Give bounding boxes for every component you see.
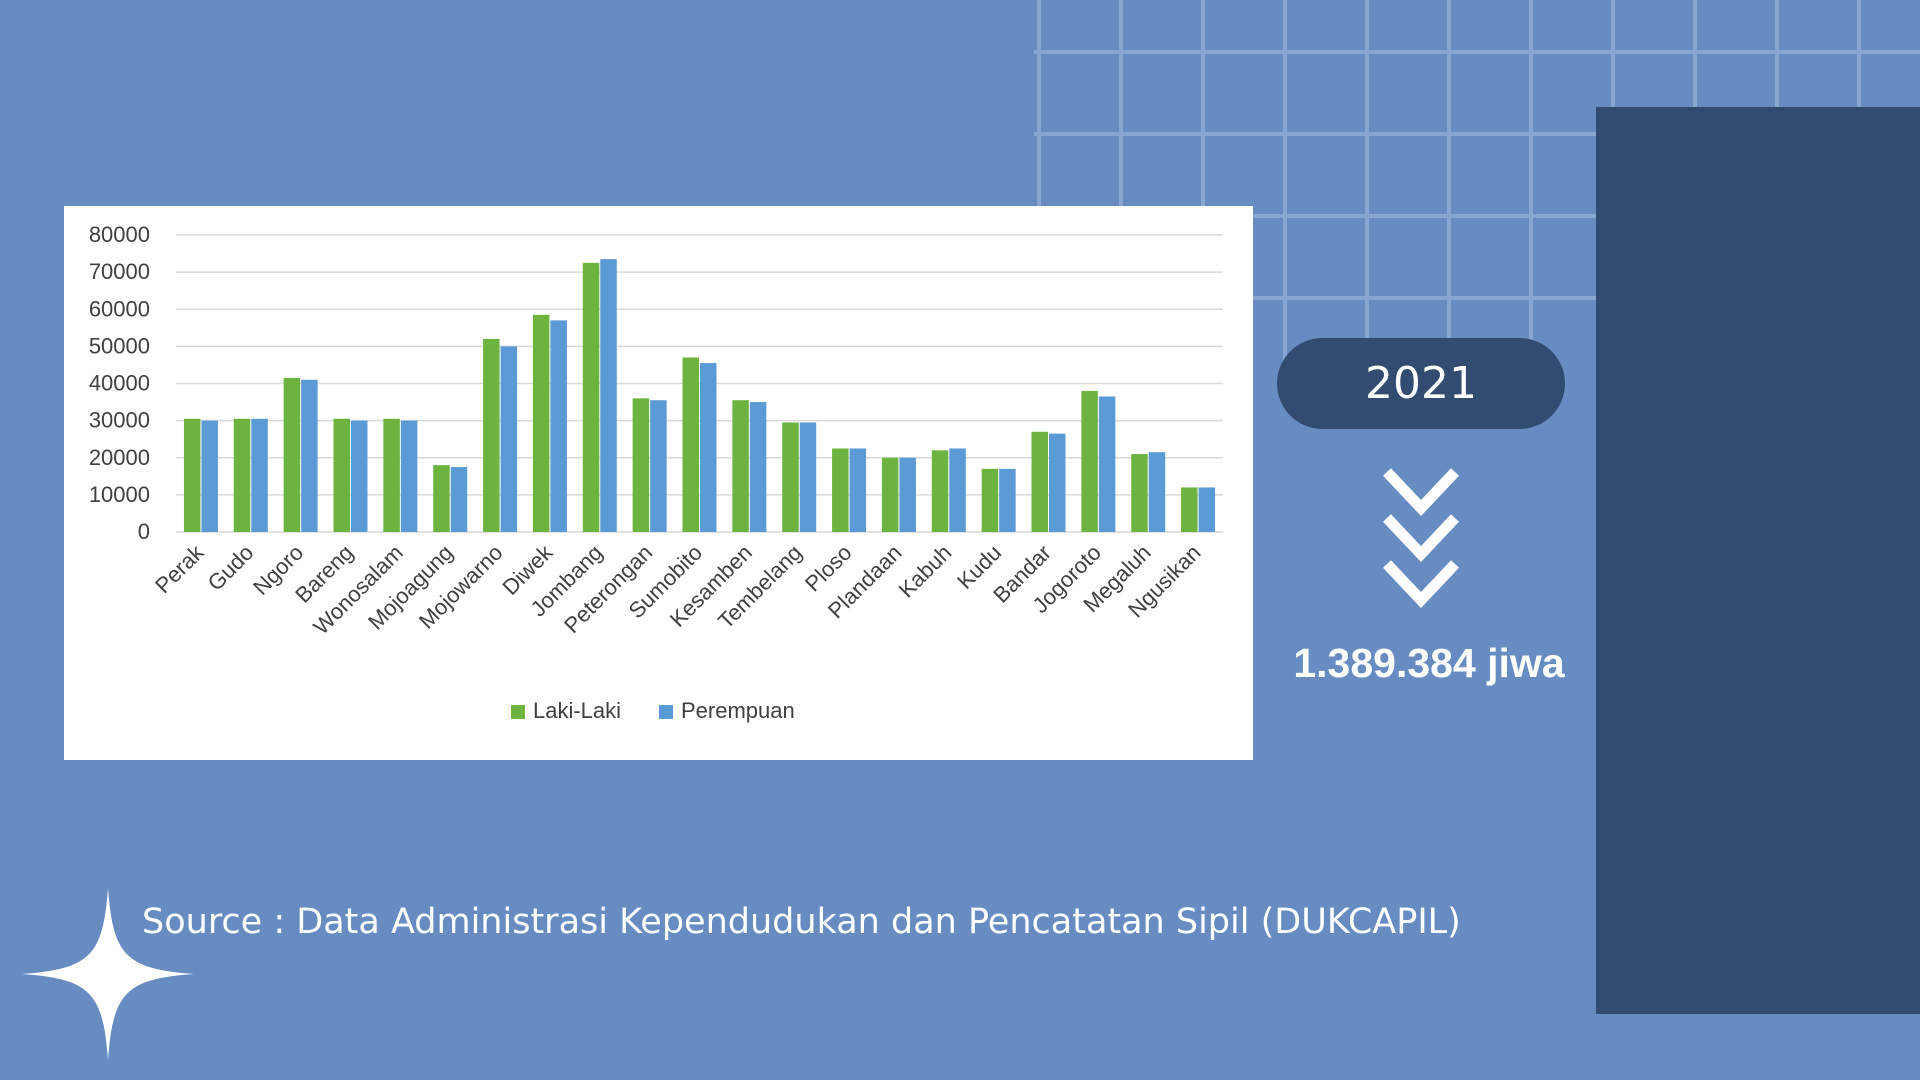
bar-laki-laki [582, 262, 600, 532]
bar-laki-laki [1081, 390, 1098, 532]
chart-card: 0 10000 20000 30000 40000 50000 60000 70000 8000… [64, 206, 1253, 760]
bar-perempuan [600, 259, 617, 532]
legend-swatch-perempuan [659, 705, 673, 719]
dark-side-panel [1596, 107, 1920, 1014]
bar-laki-laki [832, 448, 849, 532]
year-badge: 2021 [1277, 338, 1565, 429]
four-point-star-icon [22, 888, 194, 1060]
bar-perempuan [450, 467, 468, 532]
y-tick-label: 70000 [89, 259, 150, 284]
y-tick-label: 50000 [89, 333, 150, 358]
year-label: 2021 [1365, 358, 1477, 409]
bar-perempuan [899, 457, 916, 532]
bar-laki-laki [1131, 454, 1148, 532]
bar-laki-laki [881, 457, 899, 532]
bar-perempuan [1148, 452, 1166, 532]
bar-laki-laki [682, 357, 699, 532]
y-tick-label: 10000 [89, 482, 150, 507]
bar-laki-laki [333, 418, 350, 532]
x-tick-label: Kabuh [894, 540, 957, 603]
bar-perempuan [949, 448, 966, 532]
total-population: 1.389.384 jiwa [1293, 640, 1565, 686]
y-tick-label: 30000 [89, 408, 150, 433]
bar-laki-laki [981, 468, 999, 532]
bar-laki-laki [532, 314, 550, 532]
bar-perempuan [550, 320, 567, 532]
bar-laki-laki [732, 400, 749, 532]
bar-laki-laki [931, 450, 949, 532]
bar-perempuan [500, 346, 518, 532]
bar-laki-laki [632, 398, 650, 532]
bar-perempuan [849, 448, 867, 532]
population-bar-chart: 0 10000 20000 30000 40000 50000 60000 70000 8000… [89, 222, 1223, 723]
bar-perempuan [1098, 396, 1116, 532]
triple-chevron-down-icon [1383, 468, 1459, 609]
bar-perempuan [1049, 433, 1066, 532]
bar-perempuan [351, 420, 368, 532]
bar-perempuan [999, 468, 1016, 532]
bar-perempuan [301, 379, 318, 532]
bar-laki-laki [233, 418, 251, 532]
bar-laki-laki [433, 465, 450, 532]
bar-perempuan [1198, 487, 1216, 532]
bar-perempuan [799, 422, 817, 532]
bar-perempuan [201, 420, 218, 532]
y-tick-label: 20000 [89, 445, 150, 470]
legend-label-perempuan: Perempuan [681, 698, 795, 723]
y-tick-label: 80000 [89, 222, 150, 247]
y-tick-label: 60000 [89, 296, 150, 321]
bar-perempuan [700, 363, 717, 532]
legend-label-laki-laki: Laki-Laki [533, 698, 621, 723]
y-tick-label: 40000 [89, 371, 150, 396]
bar-laki-laki [283, 377, 301, 532]
bar-laki-laki [183, 418, 201, 532]
bar-perempuan [650, 400, 667, 532]
bar-laki-laki [1031, 431, 1048, 532]
legend-swatch-laki-laki [511, 705, 525, 719]
source-caption: Source : Data Administrasi Kependudukan … [142, 902, 1461, 942]
bar-perempuan [749, 402, 767, 532]
bar-laki-laki [782, 422, 799, 532]
bar-perempuan [251, 418, 268, 532]
bar-laki-laki [383, 418, 400, 532]
x-tick-label: Perak [150, 539, 209, 598]
bar-laki-laki [1181, 487, 1198, 532]
y-tick-label: 0 [138, 519, 150, 544]
bar-laki-laki [483, 338, 500, 532]
x-tick-label: Gudo [203, 540, 259, 596]
bar-perempuan [400, 420, 418, 532]
